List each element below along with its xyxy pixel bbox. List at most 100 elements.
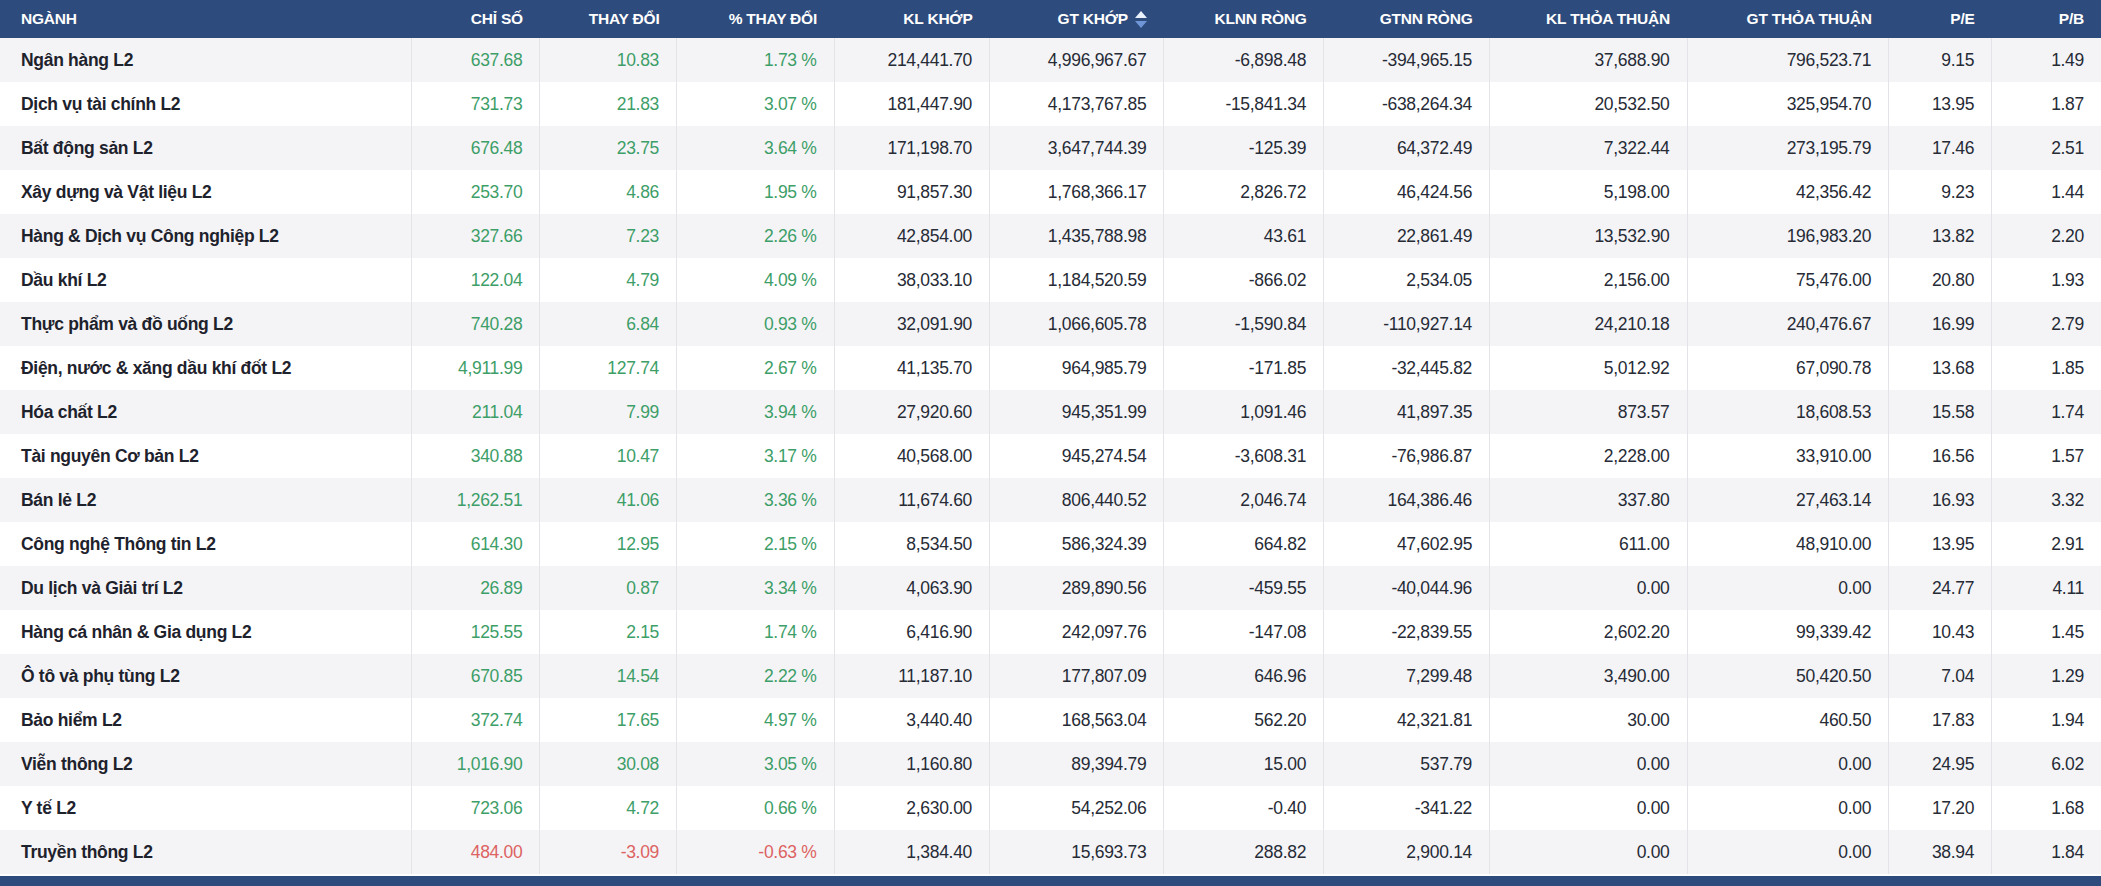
cell-klnn_rong: 2,046.74 <box>1164 478 1324 522</box>
sector-name: Hóa chất L2 <box>0 390 412 434</box>
sector-row[interactable]: Dịch vụ tài chính L2731.7321.833.07 %181… <box>0 82 2101 126</box>
sector-row[interactable]: Công nghệ Thông tin L2614.3012.952.15 %8… <box>0 522 2101 566</box>
cell-pb: 1.74 <box>1992 390 2101 434</box>
cell-gtnn_rong: 2,900.14 <box>1324 830 1490 874</box>
cell-pb: 2.51 <box>1992 126 2101 170</box>
sector-row[interactable]: Hàng cá nhân & Gia dụng L2125.552.151.74… <box>0 610 2101 654</box>
cell-gt_khop: 806,440.52 <box>990 478 1164 522</box>
sector-row[interactable]: Xây dựng và Vật liệu L2253.704.861.95 %9… <box>0 170 2101 214</box>
cell-klnn_rong: 43.61 <box>1164 214 1324 258</box>
sector-row[interactable]: Viễn thông L21,016.9030.083.05 %1,160.80… <box>0 742 2101 786</box>
cell-thay_doi: 6.84 <box>540 302 677 346</box>
cell-pb: 6.02 <box>1992 742 2101 786</box>
cell-pe: 13.95 <box>1889 82 1992 126</box>
column-header-gtnn_rong[interactable]: GTNN RÒNG <box>1324 0 1490 38</box>
cell-chi_so: 372.74 <box>412 698 540 742</box>
sector-name: Dầu khí L2 <box>0 258 412 302</box>
cell-gt_khop: 15,693.73 <box>990 830 1164 874</box>
cell-pe: 9.23 <box>1889 170 1992 214</box>
sector-name: Bán lẻ L2 <box>0 478 412 522</box>
cell-gtnn_rong: 537.79 <box>1324 742 1490 786</box>
sector-row[interactable]: Bảo hiểm L2372.7417.654.97 %3,440.40168,… <box>0 698 2101 742</box>
sector-row[interactable]: Truyền thông L2484.00-3.09-0.63 %1,384.4… <box>0 830 2101 874</box>
cell-gt_khop: 4,173,767.85 <box>990 82 1164 126</box>
cell-chi_so: 4,911.99 <box>412 346 540 390</box>
sector-row[interactable]: Du lịch và Giải trí L226.890.873.34 %4,0… <box>0 566 2101 610</box>
sector-row[interactable]: Bán lẻ L21,262.5141.063.36 %11,674.60806… <box>0 478 2101 522</box>
cell-chi_so: 614.30 <box>412 522 540 566</box>
cell-klnn_rong: -15,841.34 <box>1164 82 1324 126</box>
sector-row[interactable]: Ngân hàng L2637.6810.831.73 %214,441.704… <box>0 38 2101 82</box>
column-header-label: THAY ĐỔI <box>589 10 660 27</box>
sector-name: Xây dựng và Vật liệu L2 <box>0 170 412 214</box>
cell-klnn_rong: 562.20 <box>1164 698 1324 742</box>
cell-pb: 1.49 <box>1992 38 2101 82</box>
cell-gt_thoa_thuan: 0.00 <box>1687 566 1889 610</box>
sector-row[interactable]: Ô tô và phụ tùng L2670.8514.542.22 %11,1… <box>0 654 2101 698</box>
cell-pct_thay_doi: 4.97 % <box>677 698 835 742</box>
cell-pct_thay_doi: 3.34 % <box>677 566 835 610</box>
cell-pe: 24.77 <box>1889 566 1992 610</box>
cell-kl_thoa_thuan: 0.00 <box>1490 830 1687 874</box>
cell-gtnn_rong: 42,321.81 <box>1324 698 1490 742</box>
sector-row[interactable]: Hóa chất L2211.047.993.94 %27,920.60945,… <box>0 390 2101 434</box>
cell-gt_thoa_thuan: 75,476.00 <box>1687 258 1889 302</box>
cell-gt_khop: 242,097.76 <box>990 610 1164 654</box>
cell-kl_thoa_thuan: 0.00 <box>1490 566 1687 610</box>
sector-name: Bất động sản L2 <box>0 126 412 170</box>
column-header-klnn_rong[interactable]: KLNN RÒNG <box>1164 0 1324 38</box>
sector-name: Ngân hàng L2 <box>0 38 412 82</box>
cell-gt_khop: 177,807.09 <box>990 654 1164 698</box>
cell-klnn_rong: -6,898.48 <box>1164 38 1324 82</box>
cell-thay_doi: 17.65 <box>540 698 677 742</box>
column-header-label: NGÀNH <box>21 10 77 27</box>
column-header-gt_khop[interactable]: GT KHỚP <box>990 0 1164 38</box>
cell-kl_thoa_thuan: 5,012.92 <box>1490 346 1687 390</box>
cell-kl_khop: 32,091.90 <box>834 302 989 346</box>
cell-kl_khop: 38,033.10 <box>834 258 989 302</box>
cell-kl_thoa_thuan: 30.00 <box>1490 698 1687 742</box>
cell-kl_khop: 1,384.40 <box>834 830 989 874</box>
sector-index-table: NGÀNH CHỈ SỐ THAY ĐỔI % THAY ĐỔIKL KHỚPGT K… <box>0 0 2101 874</box>
column-header-pb[interactable]: P/B <box>1992 0 2101 38</box>
cell-gt_khop: 89,394.79 <box>990 742 1164 786</box>
cell-pb: 1.93 <box>1992 258 2101 302</box>
sector-name: Y tế L2 <box>0 786 412 830</box>
sector-row[interactable]: Thực phẩm và đồ uống L2740.286.840.93 %3… <box>0 302 2101 346</box>
cell-chi_so: 125.55 <box>412 610 540 654</box>
column-header-pe[interactable]: P/E <box>1889 0 1992 38</box>
column-header-chi_so[interactable]: CHỈ SỐ <box>412 0 540 38</box>
cell-kl_khop: 1,160.80 <box>834 742 989 786</box>
column-header-nganh[interactable]: NGÀNH <box>0 0 412 38</box>
column-header-kl_thoa_thuan[interactable]: KL THỎA THUẬN <box>1490 0 1687 38</box>
cell-gtnn_rong: -76,986.87 <box>1324 434 1490 478</box>
cell-klnn_rong: -3,608.31 <box>1164 434 1324 478</box>
column-header-label: GT THỎA THUẬN <box>1747 10 1872 27</box>
cell-thay_doi: 127.74 <box>540 346 677 390</box>
cell-kl_thoa_thuan: 611.00 <box>1490 522 1687 566</box>
sort-arrows-icon[interactable] <box>1135 11 1147 28</box>
sector-row[interactable]: Dầu khí L2122.044.794.09 %38,033.101,184… <box>0 258 2101 302</box>
column-header-gt_thoa_thuan[interactable]: GT THỎA THUẬN <box>1687 0 1889 38</box>
column-header-kl_khop[interactable]: KL KHỚP <box>834 0 989 38</box>
cell-pe: 16.99 <box>1889 302 1992 346</box>
bottom-scrollbar-track[interactable] <box>0 876 2101 886</box>
column-header-thay_doi[interactable]: THAY ĐỔI <box>540 0 677 38</box>
cell-gt_thoa_thuan: 33,910.00 <box>1687 434 1889 478</box>
cell-gtnn_rong: 164,386.46 <box>1324 478 1490 522</box>
column-header-pct_thay_doi[interactable]: % THAY ĐỔI <box>677 0 835 38</box>
cell-pb: 1.29 <box>1992 654 2101 698</box>
cell-pb: 3.32 <box>1992 478 2101 522</box>
sector-name: Hàng & Dịch vụ Công nghiệp L2 <box>0 214 412 258</box>
sector-row[interactable]: Tài nguyên Cơ bản L2340.8810.473.17 %40,… <box>0 434 2101 478</box>
column-header-label: P/E <box>1950 10 1974 27</box>
sector-row[interactable]: Điện, nước & xăng dầu khí đốt L24,911.99… <box>0 346 2101 390</box>
cell-gtnn_rong: -341.22 <box>1324 786 1490 830</box>
sector-row[interactable]: Bất động sản L2676.4823.753.64 %171,198.… <box>0 126 2101 170</box>
cell-gt_thoa_thuan: 42,356.42 <box>1687 170 1889 214</box>
cell-pb: 4.11 <box>1992 566 2101 610</box>
cell-gt_khop: 168,563.04 <box>990 698 1164 742</box>
cell-chi_so: 637.68 <box>412 38 540 82</box>
sector-row[interactable]: Y tế L2723.064.720.66 %2,630.0054,252.06… <box>0 786 2101 830</box>
sector-row[interactable]: Hàng & Dịch vụ Công nghiệp L2327.667.232… <box>0 214 2101 258</box>
